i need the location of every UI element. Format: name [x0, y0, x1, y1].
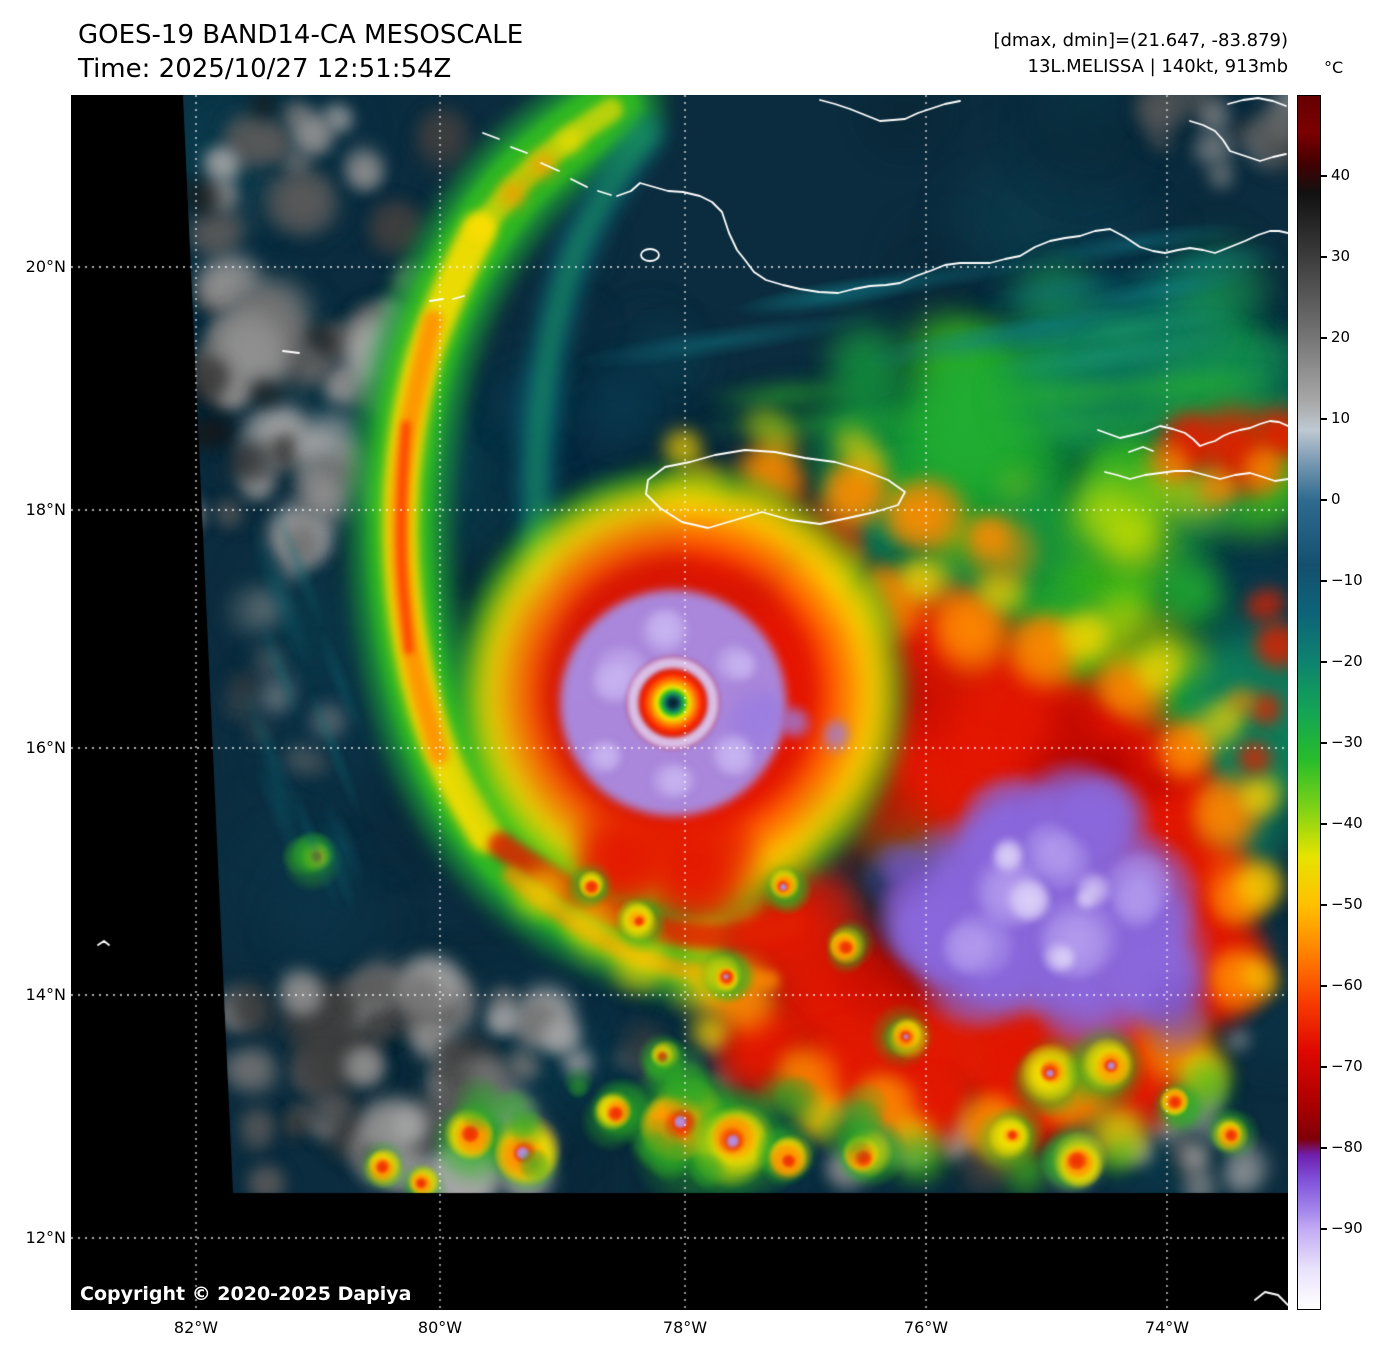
colorbar-tick — [1321, 823, 1327, 825]
colorbar-tick — [1321, 661, 1327, 663]
satellite-map: Copyright © 2020-2025 Dapiya — [71, 95, 1288, 1310]
lon-label: 78°W — [662, 1318, 708, 1337]
lon-label: 80°W — [417, 1318, 463, 1337]
lat-label: 16°N — [25, 738, 66, 757]
colorbar-tick — [1321, 742, 1327, 744]
colorbar-tick-label: 10 — [1331, 409, 1351, 427]
timestamp: Time: 2025/10/27 12:51:54Z — [78, 54, 452, 84]
colorbar-tick-label: 30 — [1331, 247, 1351, 265]
lat-label: 14°N — [25, 985, 66, 1004]
lat-label: 12°N — [25, 1228, 66, 1247]
satellite-imagery-canvas — [71, 95, 1288, 1310]
colorbar-tick — [1321, 580, 1327, 582]
colorbar-tick-label: −30 — [1331, 733, 1363, 751]
colorbar-tick — [1321, 337, 1327, 339]
colorbar-tick — [1321, 985, 1327, 987]
colorbar-tick-label: 20 — [1331, 328, 1351, 346]
colorbar-tick — [1321, 256, 1327, 258]
colorbar-tick — [1321, 904, 1327, 906]
colorbar-tick — [1321, 1147, 1327, 1149]
colorbar-tick-label: −20 — [1331, 652, 1363, 670]
lon-label: 82°W — [173, 1318, 219, 1337]
lon-label: 74°W — [1144, 1318, 1190, 1337]
colorbar-tick — [1321, 499, 1327, 501]
lat-label: 20°N — [25, 257, 66, 276]
colorbar-tick-label: 40 — [1331, 166, 1351, 184]
colorbar-tick-label: −70 — [1331, 1057, 1363, 1075]
colorbar-tick — [1321, 175, 1327, 177]
colorbar-tick-label: −10 — [1331, 571, 1363, 589]
colorbar-tick-label: 0 — [1331, 490, 1341, 508]
colorbar-tick-label: −90 — [1331, 1219, 1363, 1237]
colorbar-tick-label: −50 — [1331, 895, 1363, 913]
storm-info: 13L.MELISSA | 140kt, 913mb — [1027, 56, 1289, 77]
colorbar-tick-label: −60 — [1331, 976, 1363, 994]
page-title: GOES-19 BAND14-CA MESOSCALE — [78, 20, 524, 50]
colorbar-tick — [1321, 1228, 1327, 1230]
lon-label: 76°W — [903, 1318, 949, 1337]
lat-label: 18°N — [25, 500, 66, 519]
colorbar-tick — [1321, 418, 1327, 420]
colorbar-unit-label: °C — [1324, 58, 1344, 77]
copyright-watermark: Copyright © 2020-2025 Dapiya — [80, 1283, 412, 1305]
dmax-dmin-readout: [dmax, dmin]=(21.647, -83.879) — [993, 30, 1288, 51]
colorbar-tick-label: −40 — [1331, 814, 1363, 832]
colorbar-tick-label: −80 — [1331, 1138, 1363, 1156]
colorbar — [1297, 95, 1321, 1310]
colorbar-tick — [1321, 1066, 1327, 1068]
